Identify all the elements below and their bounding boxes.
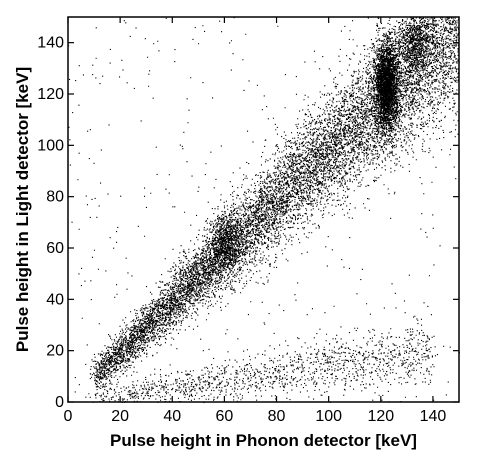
x-tick-label: 60 xyxy=(216,408,234,425)
axis-ticks: 0 20 40 60 80 100 120 140 0 20 40 60 80 100 120 140 xyxy=(37,17,459,425)
x-tick-label: 20 xyxy=(111,408,129,425)
x-axis-label: Pulse height in Phonon detector [keV] xyxy=(110,431,417,450)
y-tick-label: 40 xyxy=(46,291,64,308)
y-tick-label: 80 xyxy=(46,189,64,206)
x-tick-label: 80 xyxy=(268,408,286,425)
plot-frame xyxy=(67,16,460,403)
y-tick-label: 120 xyxy=(37,86,64,103)
x-tick-label: 140 xyxy=(420,408,447,425)
y-tick-label: 140 xyxy=(37,35,64,52)
y-tick-label: 0 xyxy=(55,394,64,411)
x-tick-label: 100 xyxy=(315,408,342,425)
y-tick-label: 100 xyxy=(37,137,64,154)
y-axis-label: Pulse height in Light detector [keV] xyxy=(13,67,32,352)
y-tick-label: 20 xyxy=(46,343,64,360)
data-points xyxy=(68,17,460,404)
x-tick-label: 40 xyxy=(163,408,181,425)
scatter-points xyxy=(68,17,460,404)
x-tick-label: 0 xyxy=(64,408,73,425)
x-tick-label: 120 xyxy=(367,408,394,425)
y-tick-label: 60 xyxy=(46,240,64,257)
